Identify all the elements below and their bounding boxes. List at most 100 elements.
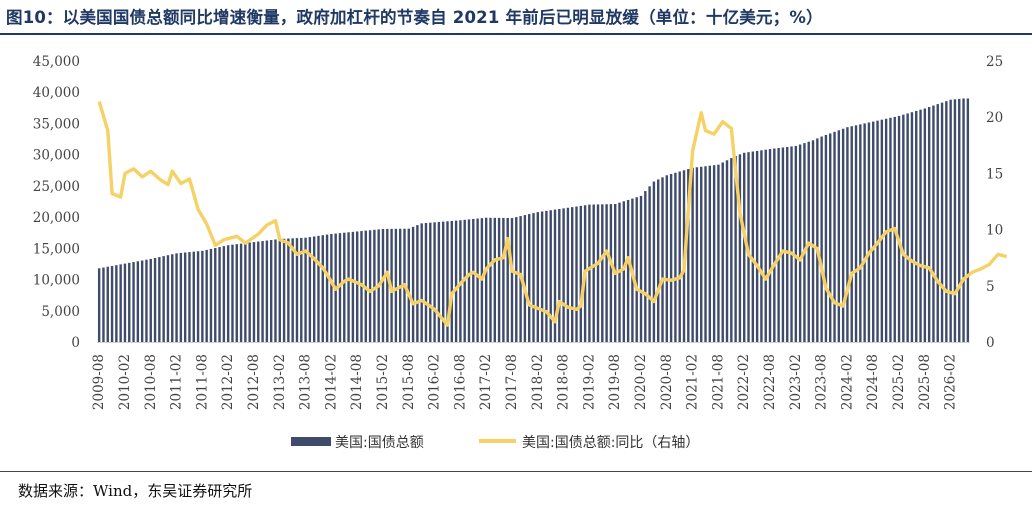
- debt-bar: [226, 245, 230, 342]
- debt-bar: [846, 127, 849, 342]
- debt-bar: [416, 225, 419, 342]
- debt-bar: [781, 147, 785, 342]
- debt-bar: [571, 207, 574, 342]
- debt-bar: [837, 130, 841, 342]
- debt-bar: [102, 267, 105, 342]
- debt-bar: [188, 252, 191, 342]
- debt-bar: [730, 158, 733, 342]
- debt-bar: [489, 217, 492, 342]
- debt-bar: [876, 120, 879, 342]
- debt-bar: [902, 114, 905, 342]
- debt-bar: [128, 262, 131, 342]
- x-tick-label: 2024-08: [865, 354, 881, 410]
- right-tick-label: 10: [986, 223, 1003, 239]
- debt-bar: [437, 221, 441, 342]
- x-tick-label: 2017-08: [504, 354, 520, 410]
- x-tick-label: 2012-02: [220, 354, 236, 410]
- debt-bar: [540, 211, 544, 342]
- right-axis: 0 5 10 15 20 25: [986, 54, 1003, 351]
- debt-bar: [824, 135, 828, 342]
- left-tick-label: 10,000: [33, 273, 80, 289]
- debt-bar: [588, 204, 591, 342]
- debt-bar: [966, 98, 970, 342]
- debt-bar: [927, 107, 931, 342]
- left-axis: 0 5,000 10,000 15,000 20,000 25,000 30,000 35,0…: [33, 54, 80, 351]
- debt-bar: [644, 191, 647, 342]
- debt-bar: [820, 136, 823, 342]
- x-tick-label: 2009-08: [91, 354, 107, 410]
- x-tick-label: 2022-08: [762, 354, 778, 410]
- debt-bar: [665, 175, 669, 342]
- debt-bar: [725, 160, 729, 342]
- debt-bar: [657, 179, 660, 342]
- x-tick-label: 2021-02: [685, 354, 701, 410]
- debt-bar: [291, 238, 294, 342]
- debt-bar: [261, 241, 264, 342]
- x-tick-label: 2023-02: [788, 354, 804, 410]
- right-tick-label: 5: [986, 279, 995, 295]
- debt-bar: [566, 207, 570, 342]
- debt-bar: [308, 237, 312, 342]
- debt-bar: [536, 212, 540, 342]
- debt-bar: [523, 215, 527, 342]
- debt-bar: [110, 265, 114, 342]
- debt-bar: [446, 221, 449, 342]
- debt-bar: [502, 217, 505, 342]
- debt-bar: [386, 228, 389, 342]
- debt-bar: [429, 222, 432, 342]
- left-tick-label: 5,000: [41, 304, 80, 320]
- legend: 美国:国债总额 美国:国债总额:同比（右轴）: [291, 435, 699, 451]
- debt-bar: [248, 242, 251, 342]
- debt-bar: [450, 220, 453, 342]
- debt-bar: [863, 123, 866, 342]
- debt-bar: [798, 144, 802, 342]
- debt-bar: [497, 217, 501, 342]
- debt-bar: [132, 262, 135, 342]
- debt-bar: [381, 228, 385, 342]
- debt-bar: [562, 208, 565, 342]
- debt-bar: [235, 244, 238, 342]
- debt-bar: [906, 113, 909, 342]
- debt-bar: [738, 154, 742, 342]
- debt-bar: [209, 248, 213, 342]
- debt-bar: [304, 237, 307, 342]
- debt-bar: [605, 204, 608, 342]
- debt-bar: [743, 152, 746, 342]
- debt-bar: [476, 218, 479, 342]
- x-tick-label: 2026-02: [943, 354, 959, 410]
- x-tick-label: 2015-02: [375, 354, 391, 410]
- debt-bar: [764, 149, 767, 342]
- debt-bar: [192, 251, 195, 342]
- debt-bar: [411, 226, 415, 342]
- debt-bar: [351, 231, 355, 342]
- debt-bar: [166, 255, 170, 342]
- debt-bar: [472, 218, 475, 342]
- debt-bar: [545, 210, 548, 342]
- x-tick-label: 2018-08: [556, 354, 572, 410]
- debt-bar: [252, 242, 256, 342]
- debt-bar: [751, 151, 755, 342]
- x-tick-label: 2014-08: [349, 354, 365, 410]
- debt-bar: [786, 146, 789, 342]
- debt-bar: [484, 217, 488, 342]
- right-tick-label: 15: [986, 166, 1003, 182]
- debt-bar: [214, 248, 217, 342]
- debt-bar: [596, 204, 600, 342]
- debt-bar: [661, 177, 664, 342]
- debt-bar: [945, 101, 948, 342]
- left-tick-label: 15,000: [33, 241, 80, 257]
- debt-bar: [829, 133, 832, 342]
- debt-bar: [777, 148, 780, 342]
- left-tick-label: 30,000: [33, 148, 80, 164]
- debt-bar: [171, 254, 174, 342]
- debt-bar: [958, 98, 961, 342]
- debt-bar: [158, 257, 161, 342]
- debt-bar: [592, 204, 595, 342]
- debt-bar: [317, 235, 320, 342]
- debt-bar: [872, 121, 875, 342]
- debt-bar: [424, 223, 428, 342]
- x-tick-label: 2010-02: [117, 354, 133, 410]
- debt-bar: [162, 256, 165, 342]
- x-tick-label: 2025-02: [891, 354, 907, 410]
- debt-bar: [549, 210, 552, 342]
